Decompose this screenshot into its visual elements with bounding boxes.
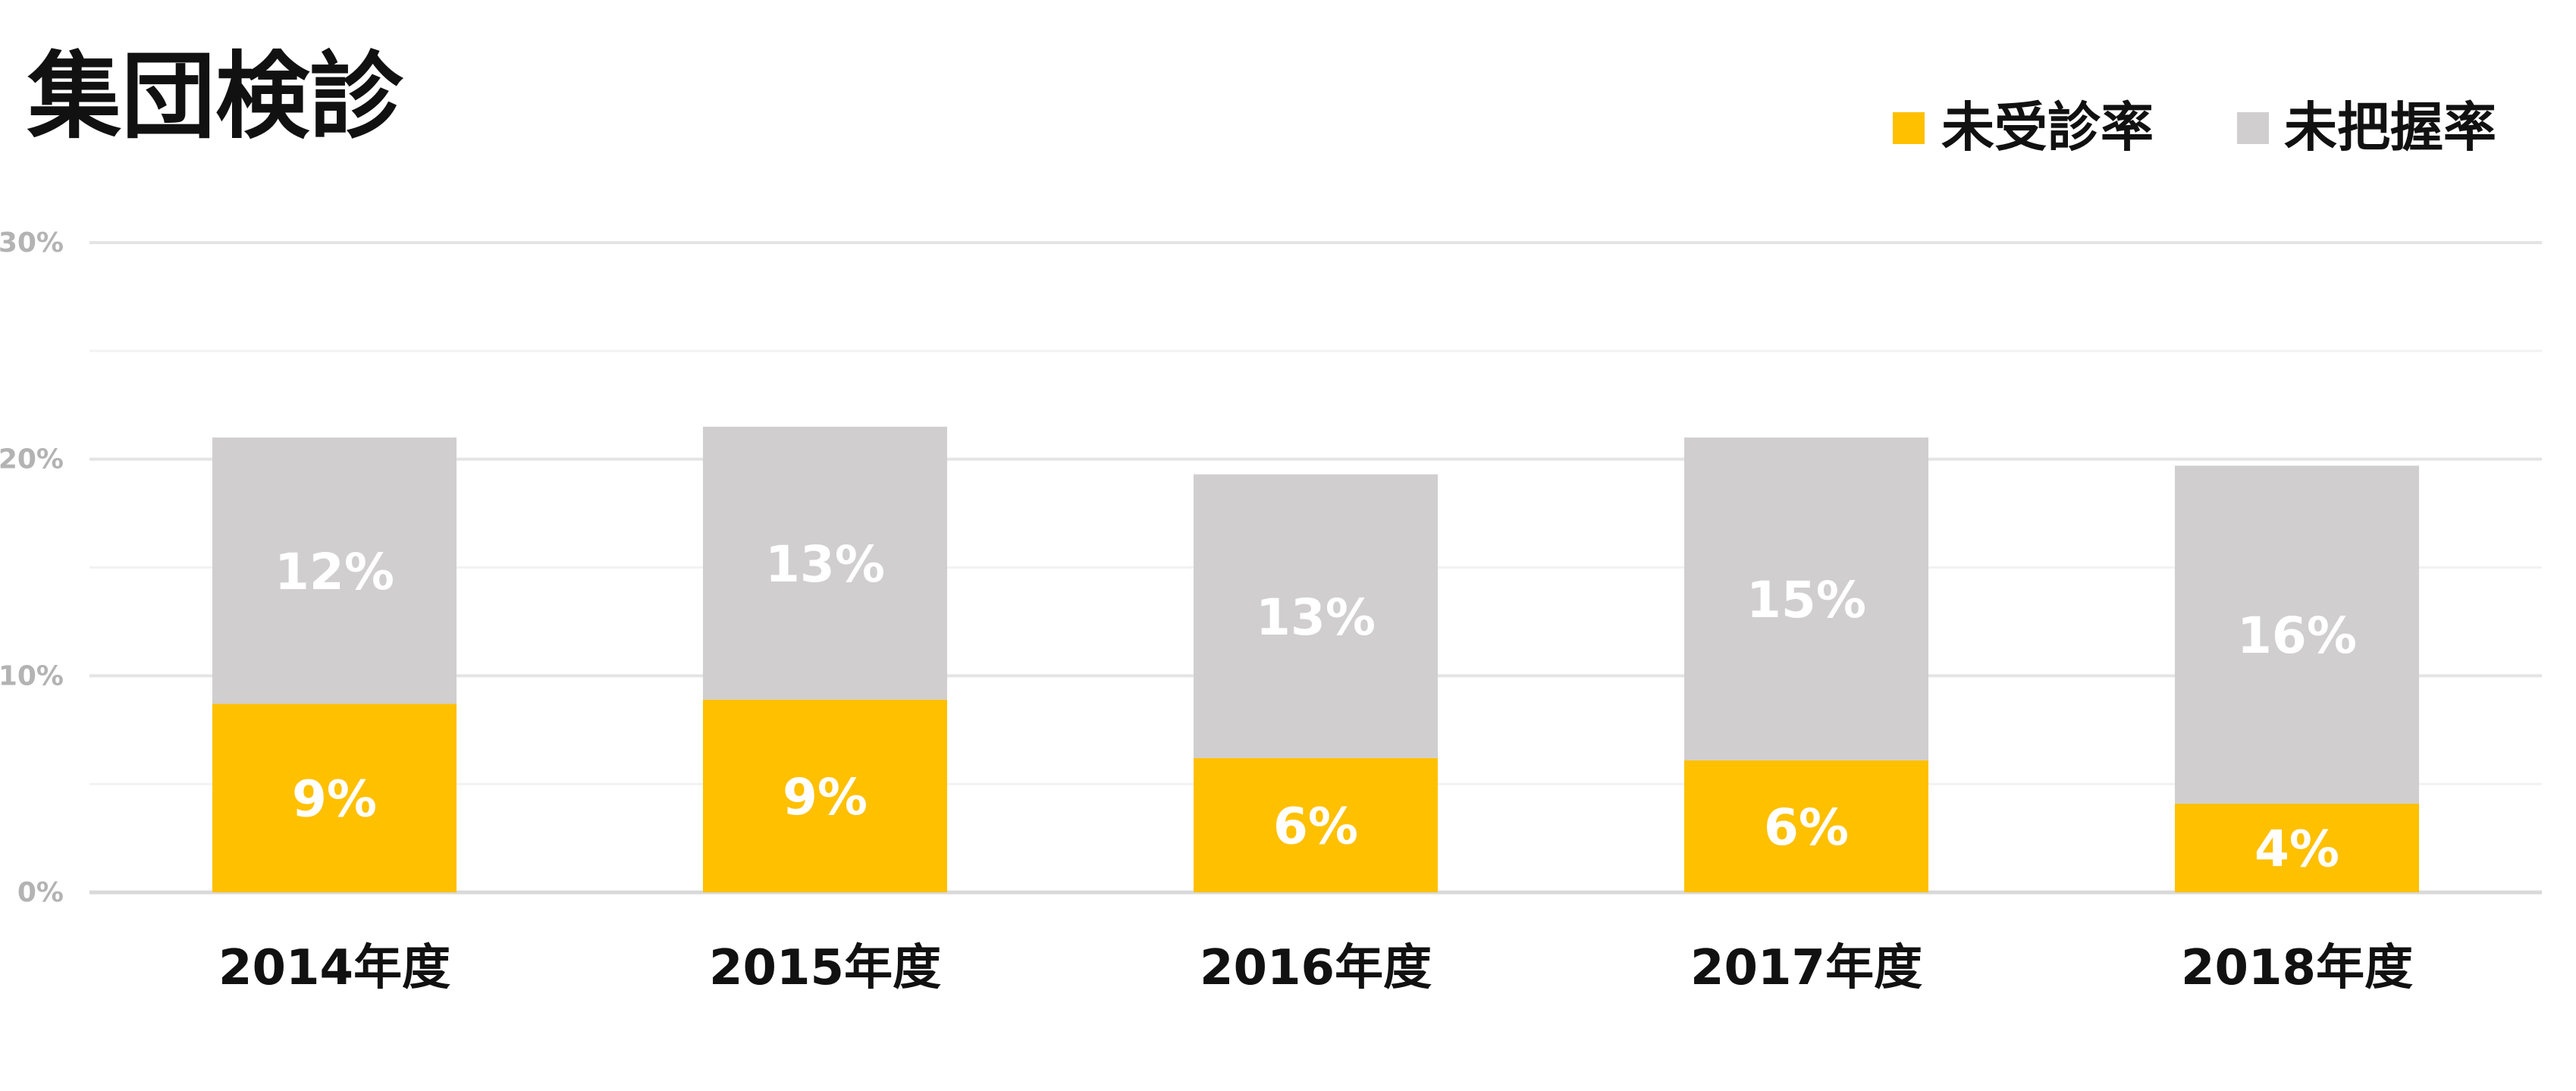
- x-tick-label: 2015年度: [709, 940, 941, 996]
- y-tick-label: 30%: [0, 227, 64, 259]
- bar-segment-unknown: [1684, 437, 1928, 760]
- chart-title: 集団検診: [27, 42, 404, 152]
- bar-segment-unknown: [212, 437, 457, 704]
- y-tick-label: 10%: [0, 660, 64, 691]
- data-label-unexamined: 6%: [1273, 797, 1358, 855]
- bar-segment-unknown: [1194, 474, 1438, 758]
- legend-swatch-unexamined: [1893, 112, 1925, 144]
- data-label-unknown: 13%: [1256, 588, 1376, 647]
- data-label-unknown: 12%: [275, 543, 394, 601]
- data-label-unknown: 13%: [765, 535, 885, 594]
- legend-swatch-unknown: [2237, 112, 2269, 144]
- legend: 未受診率 未把握率: [1893, 96, 2496, 158]
- legend-label-unknown: 未把握率: [2284, 96, 2496, 158]
- bar-segment-unknown: [2175, 466, 2419, 804]
- bar-segment-unexamined: [212, 704, 457, 892]
- x-axis-ticks: 2014年度 2015年度 2016年度 2017年度 2018年度: [218, 940, 2413, 996]
- data-label-unexamined: 9%: [783, 768, 868, 826]
- data-label-unknown: 15%: [1746, 571, 1866, 629]
- x-tick-label: 2014年度: [218, 940, 450, 996]
- data-label-unexamined: 6%: [1764, 798, 1849, 857]
- legend-label-unexamined: 未受診率: [1941, 96, 2154, 158]
- data-label-unexamined: 4%: [2254, 820, 2339, 878]
- bar-segment-unexamined: [2175, 803, 2419, 892]
- data-labels: 9% 12% 9% 13% 6% 13% 6% 15% 4% 16%: [275, 535, 2357, 879]
- data-label-unexamined: 9%: [292, 770, 377, 829]
- x-tick-label: 2016年度: [1200, 940, 1432, 996]
- y-tick-label: 0%: [17, 877, 64, 908]
- bar-segment-unexamined: [1194, 757, 1438, 892]
- bar-segment-unexamined: [1684, 760, 1928, 892]
- y-tick-label: 20%: [0, 444, 64, 475]
- y-axis-ticks: 0% 10% 20% 30%: [0, 227, 64, 908]
- bar-segment-unknown: [703, 426, 947, 700]
- data-label-unknown: 16%: [2237, 607, 2357, 665]
- bar-segment-unexamined: [703, 699, 947, 892]
- x-tick-label: 2018年度: [2181, 940, 2413, 996]
- x-tick-label: 2017年度: [1690, 940, 1922, 996]
- bars: [212, 426, 2419, 892]
